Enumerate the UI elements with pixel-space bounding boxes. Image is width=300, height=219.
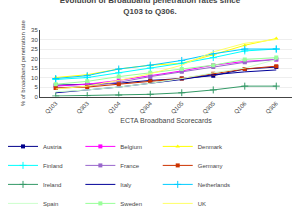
svg-text:Austria: Austria — [43, 144, 62, 150]
svg-text:Sweden: Sweden — [120, 201, 142, 207]
svg-text:Q305: Q305 — [201, 100, 216, 115]
svg-text:Q303: Q303 — [75, 100, 90, 115]
svg-text:5: 5 — [34, 84, 38, 90]
svg-text:Ireland: Ireland — [43, 182, 61, 188]
svg-text:0: 0 — [34, 94, 38, 100]
svg-text:France: France — [120, 163, 139, 169]
svg-text:25: 25 — [31, 46, 38, 52]
svg-text:Spain: Spain — [43, 201, 58, 207]
svg-text:30: 30 — [31, 37, 38, 43]
svg-text:ECTA Broadband Scorecards: ECTA Broadband Scorecards — [120, 117, 212, 124]
svg-text:20: 20 — [31, 56, 38, 62]
svg-text:UK: UK — [198, 201, 206, 207]
svg-text:Belgium: Belgium — [120, 144, 142, 150]
svg-text:Evolution of Broadband penetra: Evolution of Broadband penetration rates… — [60, 0, 241, 16]
svg-text:Q104: Q104 — [107, 100, 122, 115]
svg-text:Q306: Q306 — [264, 100, 279, 115]
svg-text:Netherlands: Netherlands — [198, 182, 230, 188]
svg-text:% of broadband penetration rat: % of broadband penetration rate — [21, 20, 27, 107]
svg-text:Germany: Germany — [198, 163, 223, 169]
svg-text:15: 15 — [31, 65, 38, 71]
svg-text:Q103: Q103 — [44, 100, 59, 115]
svg-text:Q105: Q105 — [170, 100, 185, 115]
svg-text:Q106: Q106 — [233, 100, 248, 115]
svg-text:Denmark: Denmark — [198, 144, 223, 150]
svg-text:Italy: Italy — [120, 182, 131, 188]
svg-text:10: 10 — [31, 75, 38, 81]
svg-text:35: 35 — [31, 27, 38, 33]
svg-text:Finland: Finland — [43, 163, 63, 169]
svg-text:Q304: Q304 — [138, 100, 153, 115]
